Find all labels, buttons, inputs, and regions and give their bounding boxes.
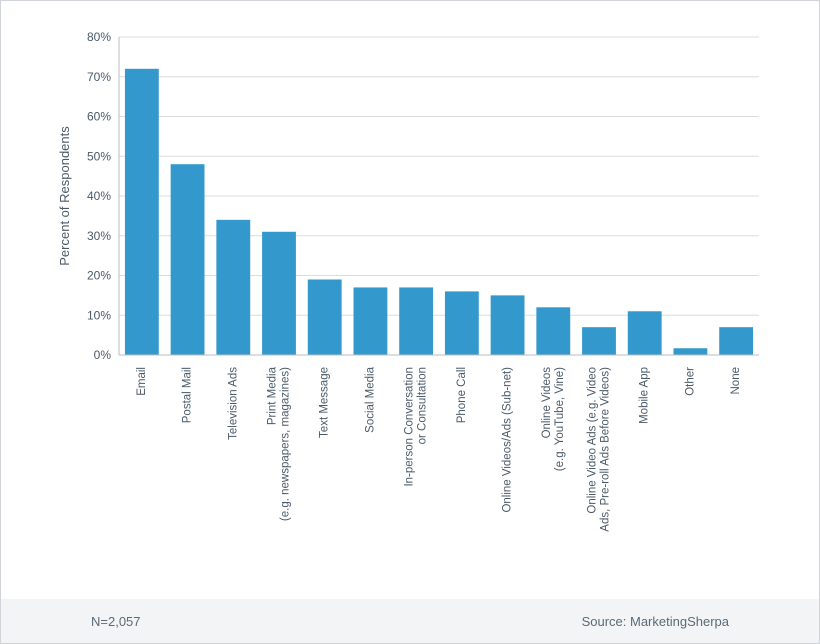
bar: [719, 327, 753, 355]
chart-footer: N=2,057 Source: MarketingSherpa: [1, 599, 819, 643]
svg-text:Percent of Respondents: Percent of Respondents: [57, 126, 72, 266]
svg-text:Postal Mail: Postal Mail: [182, 367, 194, 423]
x-axis-label: Text Message: [319, 367, 331, 438]
svg-text:Print Media(e.g. newspapers, m: Print Media(e.g. newspapers, magazines): [267, 366, 292, 521]
svg-text:40%: 40%: [87, 189, 111, 203]
x-axis-label: Social Media: [364, 366, 376, 432]
x-axis-label: Print Media(e.g. newspapers, magazines): [267, 366, 292, 521]
svg-text:80%: 80%: [87, 30, 111, 44]
svg-text:Mobile App: Mobile App: [639, 367, 651, 424]
source-label: Source: MarketingSherpa: [582, 614, 729, 629]
x-axis-label: Postal Mail: [182, 367, 194, 423]
svg-text:70%: 70%: [87, 70, 111, 84]
bar: [582, 327, 616, 355]
x-axis-label: Television Ads: [227, 367, 239, 440]
bar-chart-svg: 0% 10% 20% 30% 40% 50% 60% 70% 80% Percent of Res…: [53, 29, 769, 585]
x-axis-label: Email: [136, 367, 148, 396]
bar: [628, 311, 662, 355]
bar: [491, 295, 525, 355]
bar: [262, 232, 296, 355]
svg-text:Email: Email: [136, 367, 148, 396]
bar: [216, 220, 250, 355]
svg-text:In-person Conversationor Consu: In-person Conversationor Consultation: [404, 367, 429, 487]
svg-text:20%: 20%: [87, 269, 111, 283]
chart-area: 0% 10% 20% 30% 40% 50% 60% 70% 80% Percent of Res…: [53, 29, 769, 585]
x-axis-label: Phone Call: [456, 367, 468, 423]
svg-text:Other: Other: [684, 367, 696, 396]
x-axis-label: Online Videos(e.g. YouTube, Vine): [541, 367, 566, 471]
svg-text:Television Ads: Television Ads: [227, 367, 239, 440]
bar: [308, 279, 342, 355]
x-axis-label: None: [730, 367, 742, 395]
svg-text:50%: 50%: [87, 149, 111, 163]
bar: [536, 307, 570, 355]
svg-text:Online Videos/Ads (Sub-net): Online Videos/Ads (Sub-net): [502, 367, 514, 513]
chart-card: 0% 10% 20% 30% 40% 50% 60% 70% 80% Percent of Res…: [0, 0, 820, 644]
x-axis-label: Other: [684, 367, 696, 396]
svg-text:60%: 60%: [87, 110, 111, 124]
x-axis-label: Mobile App: [639, 367, 651, 424]
x-axis-label: Online Videos/Ads (Sub-net): [502, 367, 514, 513]
x-axis-label: Online Video Ads (e.g. VideoAds, Pre-rol…: [587, 367, 612, 532]
bar: [171, 164, 205, 355]
svg-text:Social Media: Social Media: [364, 366, 376, 432]
svg-text:30%: 30%: [87, 229, 111, 243]
bar: [445, 291, 479, 355]
svg-text:Online Video Ads (e.g. VideoAd: Online Video Ads (e.g. VideoAds, Pre-rol…: [587, 367, 612, 532]
svg-text:None: None: [730, 367, 742, 395]
bar: [125, 69, 159, 355]
svg-text:0%: 0%: [94, 348, 112, 362]
svg-text:Online Videos(e.g. YouTube, Vi: Online Videos(e.g. YouTube, Vine): [541, 367, 566, 471]
svg-text:Phone Call: Phone Call: [456, 367, 468, 423]
sample-size-label: N=2,057: [91, 614, 141, 629]
x-axis-label: In-person Conversationor Consultation: [404, 367, 429, 487]
svg-text:Text Message: Text Message: [319, 367, 331, 438]
bar: [674, 348, 708, 355]
bar: [399, 287, 433, 355]
bar: [354, 287, 388, 355]
svg-text:10%: 10%: [87, 308, 111, 322]
